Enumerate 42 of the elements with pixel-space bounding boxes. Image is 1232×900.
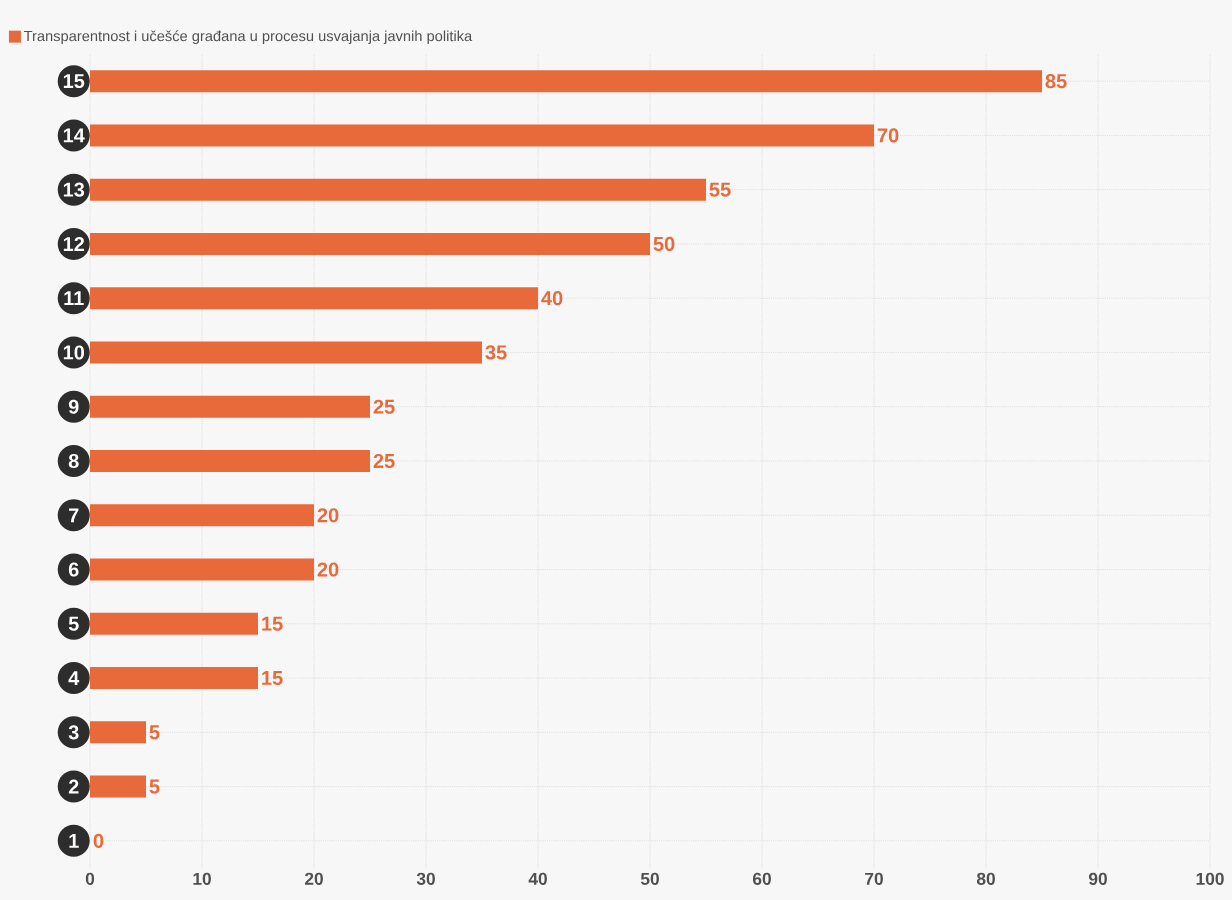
data-label: 25	[373, 399, 395, 414]
data-label: 25	[373, 453, 395, 469]
x-tick-label: 0	[85, 872, 95, 885]
x-tick-label: 40	[528, 872, 547, 885]
y-tick-label: 14	[63, 128, 85, 143]
y-tick-label: 10	[63, 345, 85, 360]
x-tick-label: 50	[640, 872, 659, 885]
y-tick-label: 7	[69, 508, 79, 523]
x-tick-label: 80	[976, 872, 995, 885]
data-label: 15	[262, 671, 283, 686]
data-label: 5	[149, 725, 160, 740]
y-tick-label: 12	[63, 236, 85, 251]
y-tick-label: 8	[68, 453, 79, 469]
y-tick-label: 4	[68, 671, 80, 685]
data-label: 40	[541, 291, 563, 306]
data-label: 50	[653, 236, 675, 251]
y-tick-label: 1	[69, 833, 79, 848]
data-label: 0	[93, 833, 104, 848]
y-tick-label: 3	[68, 725, 79, 740]
x-tick-label: 100	[1196, 872, 1224, 885]
data-label: 20	[317, 508, 339, 523]
data-label: 85	[1045, 74, 1067, 89]
y-tick-label: 9	[68, 399, 79, 414]
data-label: 20	[317, 562, 339, 577]
y-tick-label: 13	[63, 182, 85, 197]
data-label: 15	[262, 616, 283, 631]
x-tick-label: 20	[304, 872, 323, 885]
legend-label: Transparentnost i učešće građana u procesu usvajanja javnih politika	[23, 30, 473, 45]
x-tick-label: 60	[752, 872, 771, 885]
y-tick-label: 6	[68, 562, 79, 577]
data-label: 35	[485, 345, 507, 360]
data-label: 55	[709, 182, 731, 197]
x-tick-label: 10	[193, 872, 211, 885]
data-label: 70	[877, 128, 899, 143]
y-tick-label: 5	[68, 616, 79, 631]
data-label: 5	[149, 779, 160, 794]
x-tick-label: 70	[865, 872, 883, 885]
x-tick-label: 30	[416, 872, 435, 885]
x-tick-label: 90	[1088, 872, 1107, 885]
y-tick-label: 11	[64, 291, 84, 306]
y-tick-label: 2	[68, 779, 79, 794]
y-tick-label: 15	[63, 74, 85, 89]
